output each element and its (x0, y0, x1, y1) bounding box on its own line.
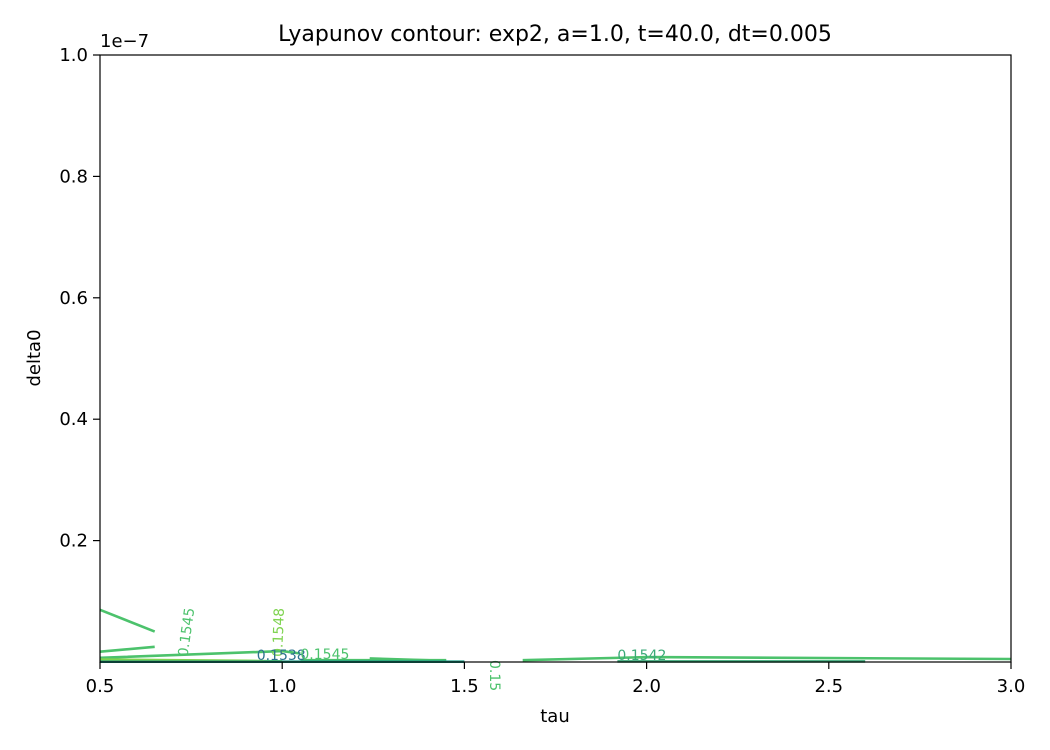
x-axis-label: tau (540, 706, 570, 727)
y-tick-label: 0.2 (59, 531, 88, 552)
y-tick-label: 0.8 (59, 166, 88, 187)
contour-label-5: 0.1542 (617, 648, 666, 664)
y-tick-label: 1.0 (59, 45, 88, 66)
contour-line-5 (522, 655, 1012, 662)
contour-label-3: 0.1545 (300, 647, 349, 663)
x-tick-label: 2.5 (814, 676, 843, 697)
contour-line-1 (99, 645, 155, 653)
contour-label-4: 0.15 (486, 660, 502, 691)
contour-label-1: 0.1548 (270, 608, 288, 658)
x-tick-label: 0.5 (86, 676, 115, 697)
y-tick-label: 0.4 (59, 409, 88, 430)
contour-label-0: 0.1545 (176, 607, 199, 658)
contour-line-2 (99, 649, 301, 660)
axes-frame (99, 54, 1012, 663)
y-axis-offset-text: 1e−7 (100, 31, 149, 52)
y-tick-label: 0.6 (59, 288, 88, 309)
contour-line-0 (99, 608, 156, 633)
x-tick-label: 3.0 (997, 676, 1026, 697)
x-tick-label: 1.0 (268, 676, 297, 697)
contour-label-2: 0.1538 (257, 648, 306, 664)
y-axis-ticks: 0.2 0.4 0.6 0.8 1.0 (59, 45, 100, 552)
x-tick-label: 1.5 (450, 676, 479, 697)
x-axis-ticks: 0.5 1.0 1.5 2.0 2.5 3.0 (86, 662, 1026, 697)
chart-title: Lyapunov contour: exp2, a=1.0, t=40.0, d… (278, 22, 832, 47)
y-axis-label: delta0 (24, 329, 45, 386)
x-tick-label: 2.0 (632, 676, 661, 697)
